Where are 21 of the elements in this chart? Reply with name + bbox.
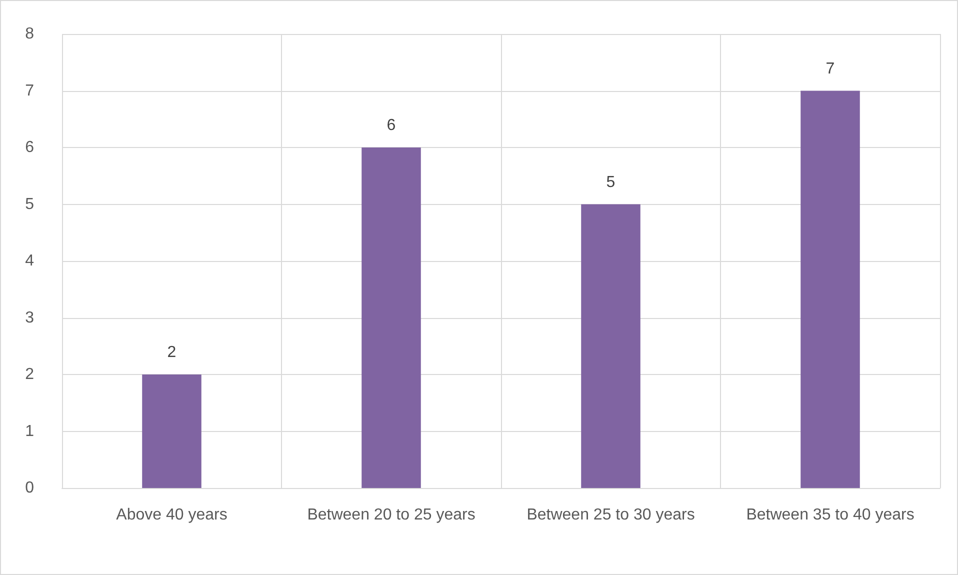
y-tick-label: 1 (25, 422, 34, 440)
x-tick-label: Between 35 to 40 years (746, 506, 914, 524)
y-tick-label: 3 (25, 309, 34, 326)
data-label: 5 (606, 174, 616, 191)
x-tick-label: Between 25 to 30 years (526, 506, 695, 524)
data-label: 6 (386, 117, 396, 134)
y-tick-label: 4 (25, 252, 34, 270)
data-label: 2 (167, 344, 176, 361)
y-tick-label: 0 (25, 480, 34, 496)
x-tick-label: Above 40 years (116, 506, 228, 524)
y-tick-label: 8 (25, 26, 34, 42)
bar (142, 374, 202, 488)
y-tick-label: 2 (25, 366, 34, 383)
x-tick-label: Between 20 to 25 years (307, 506, 476, 524)
bar (581, 204, 640, 488)
y-tick-label: 7 (25, 82, 34, 100)
bar (800, 90, 860, 488)
bar (362, 148, 421, 488)
y-tick-label: 6 (25, 139, 34, 156)
y-tick-label: 5 (25, 196, 34, 213)
data-label: 7 (826, 60, 835, 78)
